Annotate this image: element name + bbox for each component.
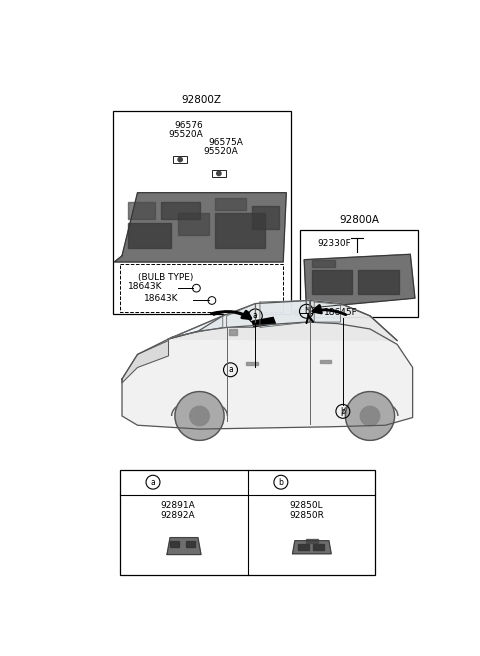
Bar (128, 202, 156, 219)
Bar (173, 155, 187, 163)
Circle shape (216, 171, 221, 176)
Bar (300, 230, 418, 318)
Circle shape (346, 392, 395, 440)
Bar (312, 260, 335, 268)
Bar (186, 541, 195, 547)
Ellipse shape (293, 310, 302, 316)
Bar (212, 170, 226, 177)
Polygon shape (122, 322, 413, 429)
Bar (178, 213, 209, 235)
Bar (320, 359, 331, 363)
Text: a: a (253, 312, 258, 320)
Text: b: b (340, 407, 345, 416)
Circle shape (178, 157, 182, 162)
Circle shape (360, 406, 380, 426)
Bar (312, 270, 352, 295)
Bar (359, 270, 399, 295)
Polygon shape (227, 304, 255, 327)
Bar (120, 470, 375, 575)
Polygon shape (252, 318, 276, 327)
Text: a: a (151, 478, 156, 487)
Bar (246, 362, 258, 365)
Bar (298, 544, 309, 550)
Text: 95520A: 95520A (168, 131, 203, 139)
Text: 92850R: 92850R (289, 510, 324, 520)
Text: 92800Z: 92800Z (182, 95, 222, 105)
Text: 92892A: 92892A (161, 510, 195, 520)
Polygon shape (304, 255, 415, 308)
Polygon shape (168, 300, 397, 340)
Text: 92330F: 92330F (317, 239, 351, 248)
Bar (128, 224, 171, 248)
Text: b: b (304, 307, 309, 316)
Text: 18643K: 18643K (128, 282, 163, 291)
Bar (215, 213, 265, 248)
Text: 96575A: 96575A (209, 138, 244, 147)
Polygon shape (314, 302, 340, 322)
Bar (252, 206, 279, 229)
Polygon shape (292, 541, 331, 554)
Bar (313, 544, 324, 550)
Bar (170, 541, 180, 547)
Polygon shape (122, 340, 168, 383)
Text: (BULB TYPE): (BULB TYPE) (137, 273, 193, 282)
Polygon shape (168, 316, 223, 339)
Text: 92891A: 92891A (161, 501, 195, 510)
Polygon shape (114, 193, 286, 262)
Bar (306, 539, 318, 543)
Text: 18643K: 18643K (144, 295, 178, 304)
Bar (120, 264, 283, 312)
Circle shape (190, 406, 209, 426)
Bar (113, 111, 291, 314)
Circle shape (175, 392, 224, 440)
Text: 92850L: 92850L (289, 501, 323, 510)
Text: 95520A: 95520A (204, 147, 238, 156)
Text: 18645F: 18645F (324, 308, 357, 317)
Polygon shape (260, 300, 310, 327)
Text: b: b (278, 478, 283, 487)
Text: 96576: 96576 (175, 121, 204, 130)
Bar (161, 202, 200, 219)
Polygon shape (167, 538, 201, 554)
Bar (229, 329, 237, 335)
Text: 92800A: 92800A (339, 215, 379, 224)
Bar (215, 198, 246, 210)
Text: a: a (228, 365, 233, 375)
